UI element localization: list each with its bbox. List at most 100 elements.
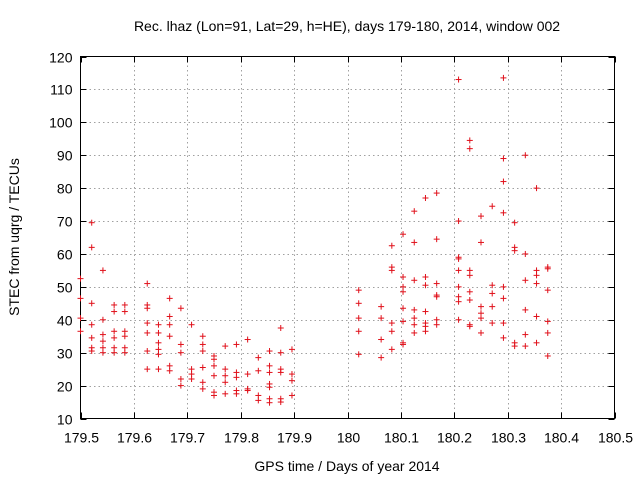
y-tick-label: 20 [57,379,73,395]
data-point [466,297,473,304]
y-tick-label: 30 [57,346,73,362]
plot-frame [80,56,615,419]
data-point [99,338,106,345]
data-point [478,239,484,246]
data-point [77,315,84,322]
data-point [355,328,362,335]
data-point [88,219,95,226]
data-point [500,155,507,162]
data-point [233,374,240,381]
data-point [144,366,151,373]
data-point [211,372,217,379]
data-point [378,315,385,322]
data-point [522,331,529,338]
data-point [533,339,540,346]
data-point [478,303,484,310]
data-point [277,369,284,376]
data-point [355,351,362,358]
data-point [533,185,540,192]
x-tick-labels: 179.5 179.6 179.7 179.8 179.9 180 180.1 180.2 18… [64,430,633,446]
y-tick-labels: 10 20 30 40 50 60 70 80 90 100 110 120 [49,50,73,428]
data-point [500,295,507,302]
data-point [144,329,151,336]
data-point [199,385,206,392]
data-point [478,315,484,322]
data-point [455,267,462,274]
data-point [222,366,229,373]
data-point [433,293,440,300]
data-point [522,343,529,350]
data-point [422,282,429,289]
data-point [378,303,385,310]
data-point [111,349,118,356]
data-point [533,272,540,279]
data-point [411,306,418,313]
data-point [288,377,295,384]
data-point [400,341,407,348]
data-point [411,277,418,284]
data-point [400,231,407,238]
y-tick-label: 80 [57,181,73,197]
data-point [466,145,473,152]
data-point [489,290,496,297]
data-point [211,362,217,369]
data-point [111,301,118,308]
data-point [255,354,262,361]
data-point [288,392,295,399]
data-point [411,239,418,246]
data-point [277,399,284,406]
data-point [266,362,273,369]
x-tick-label: 180.1 [384,430,419,446]
data-point [355,315,362,322]
y-axis-label: STEC from uqrg / TECUs [6,158,22,316]
data-point [544,352,551,359]
data-point [288,371,295,378]
data-point [500,334,507,341]
data-point [111,328,118,335]
data-point [411,315,418,322]
data-point [88,300,95,307]
y-tick-label: 120 [49,50,73,66]
x-tick-label: 179.7 [170,430,205,446]
data-point [77,328,84,335]
y-tick-label: 10 [57,412,73,428]
data-point [511,343,518,350]
data-point [99,267,106,274]
data-point [121,308,128,315]
data-point [411,208,418,215]
data-point [288,346,295,353]
data-point [177,349,184,356]
data-point [144,305,151,312]
data-point [355,287,362,294]
y-tick-label: 70 [57,214,73,230]
data-point [455,218,462,225]
x-tick-label: 180.2 [437,430,472,446]
data-point [489,303,496,310]
data-point [166,313,173,320]
data-point [155,321,162,328]
data-point [99,349,106,356]
data-point [400,288,407,295]
data-point [233,341,240,348]
data-point [277,325,284,331]
data-point [411,329,418,336]
data-point [544,318,551,325]
data-point [544,287,551,294]
data-point [144,348,151,355]
data-point [455,255,462,262]
data-point [121,333,128,340]
data-point [77,275,84,282]
data-point [244,387,251,394]
data-point [522,152,529,159]
data-point [233,390,240,397]
data-point [455,298,462,305]
data-point [199,348,206,355]
data-point [266,399,273,406]
data-point [544,329,551,336]
data-point [355,300,362,307]
y-tick-label: 100 [49,115,73,131]
data-point [522,306,529,313]
y-tick-label: 40 [57,313,73,329]
data-point [177,305,184,312]
